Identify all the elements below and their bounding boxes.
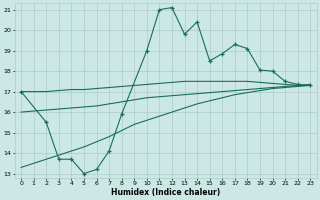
X-axis label: Humidex (Indice chaleur): Humidex (Indice chaleur) — [111, 188, 220, 197]
